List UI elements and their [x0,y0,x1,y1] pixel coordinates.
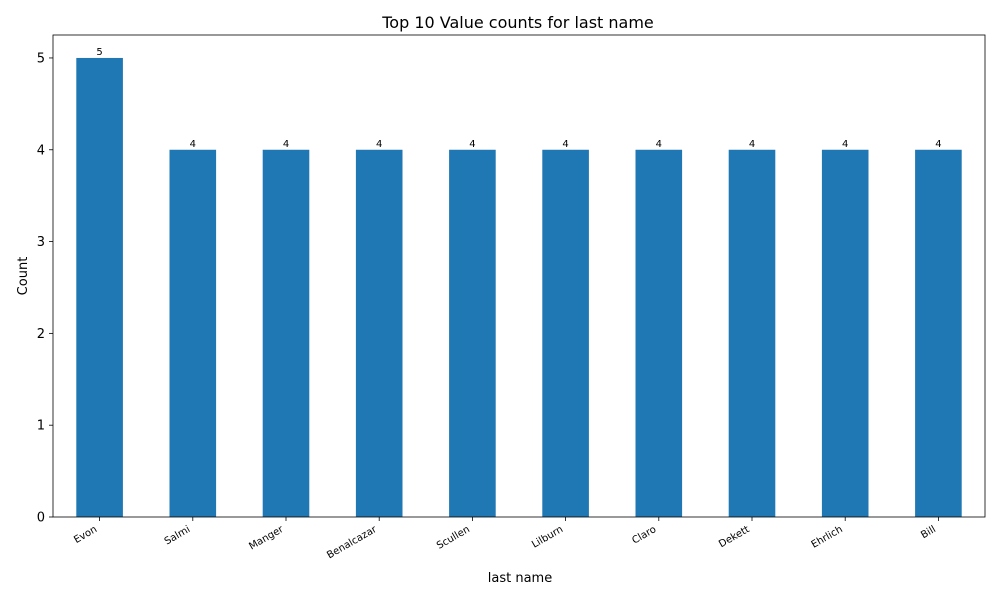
bar-dekett [728,149,776,517]
bar-lilburn [542,149,589,517]
bar-bill [915,149,962,517]
plot-frame [52,34,986,518]
data-label-benalcazar: 4 [376,139,382,150]
bar-benalcazar [355,149,403,517]
data-label-evon: 5 [96,47,102,58]
x-tick-label: Manger [247,524,286,553]
bar-claro [635,149,683,517]
plot-area: 5 Evon 4 Salmi 4 Manger 4 Benalcazar 4 Scullen 4 Li… [37,34,986,562]
x-tick-label: Scullen [435,524,472,552]
bar-scullen [449,149,496,517]
y-tick-label: 1 [37,419,45,434]
x-axis-label: last name [488,571,552,586]
data-label-claro: 4 [656,139,662,150]
data-label-dekett: 4 [749,139,755,150]
data-label-ehrlich: 4 [842,139,848,150]
bar-manger [262,149,310,517]
x-tick-label: Lilburn [530,524,565,551]
bar-ehrlich [821,149,869,517]
bar-evon [76,57,123,517]
y-tick-label: 4 [37,143,45,158]
x-tick-label: Ehrlich [810,524,845,551]
data-label-lilburn: 4 [562,139,568,150]
y-axis-label: Count [16,257,31,296]
y-tick-label: 3 [37,235,45,250]
x-tick-label: Dekett [717,524,751,550]
y-tick-label: 0 [37,511,45,526]
x-tick-label: Salmi [163,524,193,547]
x-tick-label: Benalcazar [325,524,379,562]
x-tick-label: Bill [919,524,938,541]
y-tick-label: 5 [37,51,45,66]
data-label-manger: 4 [283,139,289,150]
data-label-scullen: 4 [469,139,475,150]
data-label-salmi: 4 [190,139,196,150]
x-tick-label: Evon [72,524,99,546]
bar-salmi [169,149,217,517]
data-label-bill: 4 [935,139,941,150]
x-tick-label: Claro [630,524,658,546]
chart-title: Top 10 Value counts for last name [381,13,654,32]
y-tick-label: 2 [37,327,45,342]
